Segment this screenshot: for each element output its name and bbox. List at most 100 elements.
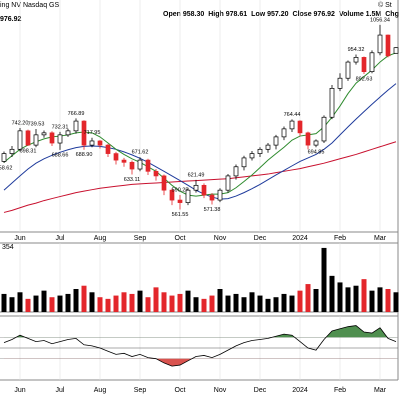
- volume-bar: [217, 289, 223, 312]
- high-annotation: 1056.34: [370, 17, 390, 23]
- candle-body: [297, 120, 303, 134]
- volume-bar: [81, 285, 87, 312]
- x-tick-label: Aug: [94, 235, 107, 242]
- candle-body: [217, 189, 223, 201]
- candle-body: [353, 57, 359, 63]
- volume-bar: [265, 298, 271, 312]
- candle-body: [385, 34, 391, 57]
- volume-bar: [49, 297, 55, 312]
- high-annotation: 766.89: [68, 111, 85, 117]
- volume-bar: [233, 293, 239, 312]
- x-tick-label: Mar: [374, 235, 387, 242]
- candle-body: [257, 148, 263, 154]
- volume-bar: [25, 298, 31, 312]
- quote-item: Chg +22: [385, 11, 400, 18]
- volume-label: 354: [2, 244, 14, 251]
- volume-bar: [1, 293, 7, 312]
- quote-item: Volume 1.5M: [339, 11, 381, 18]
- x-tick-label: 2024: [292, 387, 308, 394]
- x-tick-label: Aug: [94, 387, 107, 394]
- candle-body: [9, 148, 15, 154]
- volume-bar: [345, 287, 351, 312]
- candle-body: [281, 128, 287, 138]
- security-name: ing NV Nasdaq GS: [0, 2, 59, 9]
- volume-bar: [57, 295, 63, 312]
- last-price: 976.92: [0, 16, 22, 23]
- candle-body: [137, 159, 143, 170]
- candle-body: [105, 144, 111, 154]
- candle-body: [73, 120, 79, 132]
- volume-bar: [145, 297, 151, 312]
- candle-body: [337, 77, 343, 89]
- high-annotation: 590.25: [172, 187, 189, 193]
- x-tick-label: Jun: [14, 387, 25, 394]
- volume-bar: [393, 292, 399, 312]
- candle-body: [233, 166, 239, 177]
- candle-body: [17, 130, 23, 150]
- low-annotation: 658.62: [0, 165, 12, 171]
- low-annotation: 633.11: [124, 177, 140, 183]
- candle-body: [153, 170, 159, 177]
- volume-bar: [129, 293, 135, 312]
- candle-body: [273, 136, 279, 146]
- low-annotation: 694.85: [308, 150, 325, 156]
- volume-bar: [113, 295, 119, 312]
- candle-body: [49, 132, 55, 144]
- candle-body: [33, 134, 39, 146]
- x-tick-label: Sep: [134, 235, 147, 242]
- x-tick-label: Mar: [374, 387, 387, 394]
- x-tick-label: Dec: [254, 235, 267, 242]
- moving-average: [3, 141, 397, 213]
- high-annotation: 621.49: [188, 172, 205, 178]
- candle-body: [329, 88, 335, 118]
- volume-bar: [273, 297, 279, 312]
- low-annotation: 561.55: [172, 212, 189, 218]
- low-annotation: 688.66: [52, 152, 69, 158]
- volume-bar: [313, 289, 319, 312]
- candle-body: [97, 140, 103, 146]
- low-annotation: 571.38: [204, 207, 221, 213]
- candle-body: [321, 116, 327, 142]
- candle-body: [377, 34, 383, 54]
- volume-bar: [321, 247, 327, 312]
- volume-bar: [137, 290, 143, 312]
- candle-body: [145, 159, 151, 172]
- high-annotation: 954.32: [348, 47, 365, 53]
- volume-bar: [177, 293, 183, 312]
- x-tick-label: Dec: [254, 387, 267, 394]
- volume-bar: [385, 289, 391, 312]
- volume-bar: [257, 295, 263, 312]
- candle-body: [225, 175, 231, 191]
- candle-body: [249, 153, 255, 159]
- x-tick-label: Sep: [134, 387, 147, 394]
- volume-bar: [9, 297, 15, 312]
- candle-body: [361, 57, 367, 73]
- x-tick-label: Feb: [334, 235, 346, 242]
- volume-bar: [329, 275, 335, 312]
- candle-body: [193, 184, 199, 191]
- x-tick-label: Oct: [175, 387, 186, 394]
- volume-bar: [209, 295, 215, 312]
- volume-bar: [73, 289, 79, 312]
- volume-bar: [337, 282, 343, 312]
- oscillator-line: [3, 325, 397, 367]
- high-annotation: 732.31: [52, 124, 69, 130]
- x-tick-label: Jul: [56, 235, 65, 242]
- x-tick-label: Jun: [14, 235, 25, 242]
- volume-bar: [241, 297, 247, 312]
- volume-bar: [353, 285, 359, 312]
- volume-bar: [41, 290, 47, 312]
- source: © St: [378, 1, 392, 9]
- volume-bar: [305, 284, 311, 312]
- low-annotation: 698.31: [20, 148, 37, 154]
- candle-body: [57, 134, 63, 144]
- candle-body: [121, 159, 127, 163]
- volume-bar: [169, 295, 175, 312]
- candle-body: [201, 184, 207, 196]
- moving-average: [3, 83, 397, 200]
- low-annotation: 892.63: [356, 77, 373, 83]
- quote-item: Low 957.20: [251, 11, 288, 18]
- quote-item: Open 958.30: [163, 11, 204, 18]
- high-annotation: 671.62: [132, 150, 149, 156]
